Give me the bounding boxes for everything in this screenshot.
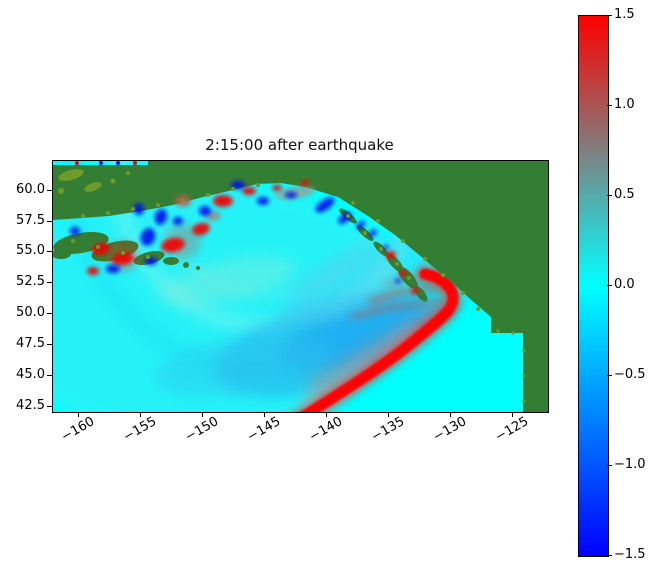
x-tick-mark <box>449 412 451 417</box>
x-tick-label-text: −145 <box>244 414 284 445</box>
y-tick-label: 47.5 <box>16 335 45 351</box>
colorbar-tick-label: 1.0 <box>614 97 635 112</box>
x-tick-label-text: −140 <box>306 414 346 445</box>
x-tick-label-text: −160 <box>59 414 98 445</box>
y-tick-mark <box>47 405 52 407</box>
colorbar-tick-label: −0.5 <box>614 367 646 382</box>
y-tick-label: 57.5 <box>16 212 45 228</box>
x-tick-mark <box>387 412 389 417</box>
x-tick-mark <box>325 412 327 417</box>
x-tick-mark <box>263 412 265 417</box>
colorbar-tick-mark <box>607 285 612 286</box>
colorbar-tick-label: 0.5 <box>614 187 635 202</box>
x-tick-mark <box>140 412 142 417</box>
y-tick-label: 52.5 <box>16 274 45 290</box>
colorbar-tick-label: 0.0 <box>614 277 635 292</box>
colorbar-tick-label: −1.5 <box>614 547 646 562</box>
colorbar-gradient <box>579 16 608 556</box>
colorbar-tick-mark <box>607 375 612 376</box>
colorbar-tick-label: 1.5 <box>614 7 635 22</box>
mainland <box>53 161 548 412</box>
y-tick-label: 45.0 <box>16 366 45 382</box>
colorbar <box>578 15 609 557</box>
top-strip-dots <box>75 161 137 165</box>
colorbar-tick-mark <box>607 555 612 556</box>
y-tick-label: 50.0 <box>16 305 45 321</box>
coastal-oscillations <box>70 180 419 294</box>
y-tick-mark <box>47 343 52 345</box>
x-tick-label-text: −130 <box>430 414 469 445</box>
plot-title: 2:15:00 after earthquake <box>205 136 394 154</box>
x-tick-mark <box>511 412 513 417</box>
y-tick-mark <box>47 220 52 222</box>
y-tick-label: 60.0 <box>16 181 45 197</box>
y-tick-label: 55.0 <box>16 243 45 259</box>
colorbar-tick-mark <box>607 105 612 106</box>
colorbar-tick-mark <box>607 195 612 196</box>
x-tick-label-text: −150 <box>182 414 222 445</box>
colorbar-tick-mark <box>607 465 612 466</box>
colorbar-tick-label: −1.0 <box>614 457 646 472</box>
main-wavefront <box>293 265 463 412</box>
y-tick-mark <box>47 251 52 253</box>
x-tick-mark <box>202 412 204 417</box>
x-tick-label-text: −135 <box>368 414 407 445</box>
undisturbed-water <box>337 307 523 412</box>
y-tick-mark <box>47 282 52 284</box>
y-tick-mark <box>47 189 52 191</box>
y-tick-label: 42.5 <box>16 397 45 413</box>
x-tick-mark <box>78 412 80 417</box>
x-tick-label-text: −155 <box>120 414 160 445</box>
land-speckles <box>58 169 526 403</box>
y-tick-mark <box>47 313 52 315</box>
map-axes <box>52 160 549 413</box>
x-tick-label-text: −125 <box>492 414 531 445</box>
colorbar-tick-mark <box>607 15 612 16</box>
map-canvas <box>53 161 548 412</box>
y-tick-mark <box>47 374 52 376</box>
